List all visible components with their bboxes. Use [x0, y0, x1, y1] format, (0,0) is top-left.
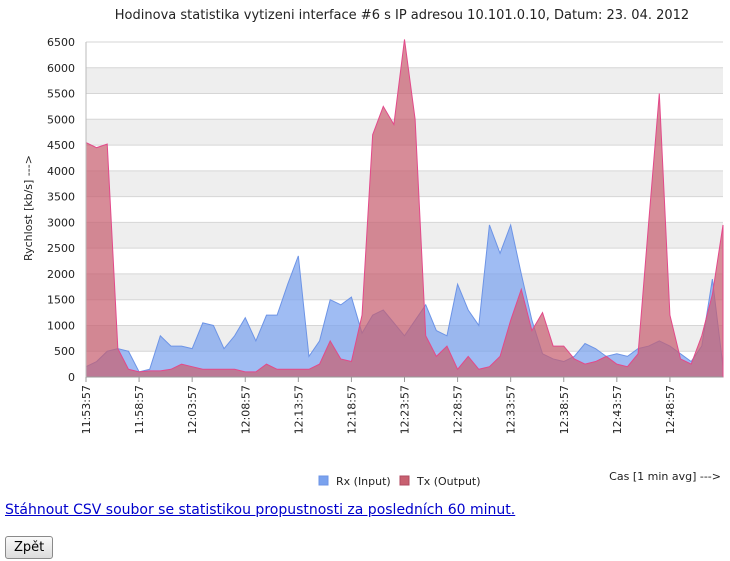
y-tick-label: 4500 — [47, 139, 75, 152]
x-tick-label: 12:28:57 — [452, 385, 465, 434]
x-tick-label: 12:08:57 — [239, 385, 252, 434]
y-tick-label: 5000 — [47, 113, 75, 126]
y-tick-label: 5500 — [47, 88, 75, 101]
x-tick-label: 11:58:57 — [133, 385, 146, 434]
back-button[interactable]: Zpět — [5, 536, 54, 559]
x-tick-label: 12:13:57 — [292, 385, 305, 434]
x-tick-label: 11:53:57 — [80, 385, 93, 434]
legend-label-rx: Rx (Input) — [336, 475, 391, 488]
y-tick-label: 1500 — [47, 294, 75, 307]
throughput-chart: Hodinova statistika vytizeni interface #… — [22, 8, 724, 488]
y-tick-label: 2500 — [47, 242, 75, 255]
y-tick-label: 3500 — [47, 191, 75, 204]
y-tick-label: 6000 — [47, 62, 75, 75]
csv-download-link[interactable]: Stáhnout CSV soubor se statistikou propu… — [5, 502, 516, 518]
x-tick-label: 12:33:57 — [505, 385, 518, 434]
x-tick-label: 12:03:57 — [186, 385, 199, 434]
y-tick-label: 6500 — [47, 36, 75, 49]
x-tick-label: 12:18:57 — [345, 385, 358, 434]
x-tick-label: 12:48:57 — [664, 385, 677, 434]
legend-swatch-tx — [399, 475, 410, 486]
y-tick-label: 3000 — [47, 216, 75, 229]
x-tick-label: 12:43:57 — [611, 385, 624, 434]
y-tick-label: 500 — [54, 345, 75, 358]
legend-label-tx: Tx (Output) — [416, 475, 481, 488]
chart-title: Hodinova statistika vytizeni interface #… — [115, 8, 689, 23]
x-tick-label: 12:38:57 — [558, 385, 571, 434]
y-tick-label: 1000 — [47, 319, 75, 332]
x-tick-label: 12:23:57 — [399, 385, 412, 434]
legend-swatch-rx — [318, 475, 329, 486]
y-tick-label: 4000 — [47, 165, 75, 178]
y-tick-label: 2000 — [47, 268, 75, 281]
y-tick-label: 0 — [68, 371, 75, 384]
x-axis-label: Cas [1 min avg] ---> — [609, 470, 721, 483]
y-axis-label: Rychlost [kb/s] ---> — [22, 155, 35, 261]
tx-output-area — [85, 39, 724, 378]
